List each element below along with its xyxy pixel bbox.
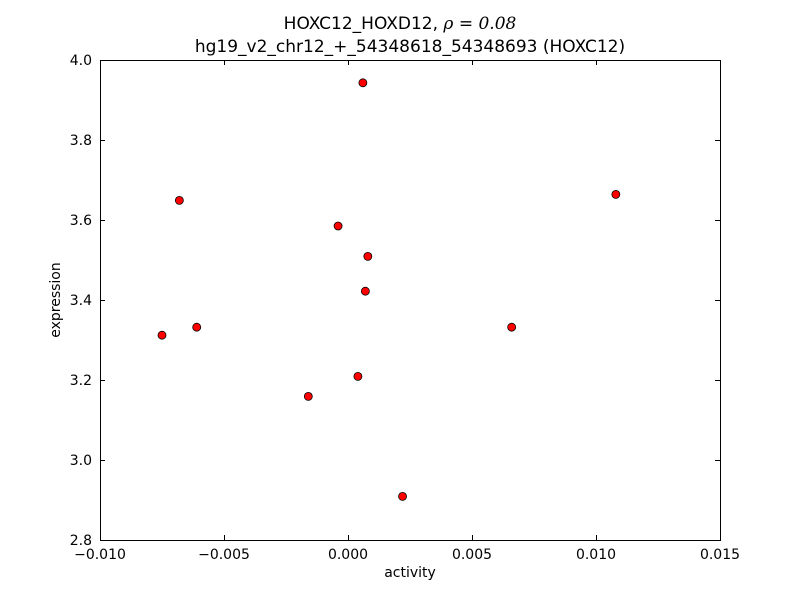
y-tick-label: 3.8	[70, 133, 92, 149]
y-tick-label: 3.2	[70, 373, 92, 389]
data-point	[398, 491, 407, 501]
x-tick-label: 0.005	[452, 547, 492, 563]
chart-title-line2: hg19_v2_chr12_+_54348618_54348693 (HOXC1…	[195, 37, 625, 57]
x-tick-label: −0.010	[74, 547, 126, 563]
data-point	[358, 78, 368, 88]
data-point	[157, 330, 167, 340]
data-point	[303, 391, 313, 401]
data-point	[611, 189, 621, 199]
chart-title-line1: HOXC12_HOXD12, ρ = 0.08	[284, 14, 517, 34]
data-point	[507, 322, 517, 332]
data-points	[157, 78, 621, 501]
data-point	[363, 251, 373, 261]
x-axis-label: activity	[384, 565, 436, 581]
data-point	[192, 322, 202, 332]
x-tick-label: −0.005	[198, 547, 250, 563]
y-tick-label: 2.8	[70, 533, 92, 549]
y-tick-label: 3.0	[70, 453, 92, 469]
data-point	[360, 286, 370, 296]
axis-ticks	[100, 60, 721, 541]
y-tick-label: 3.6	[70, 213, 92, 229]
data-point	[353, 371, 363, 381]
chart-title-rho: ρ = 0.08	[442, 14, 516, 34]
y-axis-label: expression	[48, 262, 64, 338]
y-tick-label: 4.0	[70, 53, 92, 69]
x-tick-label: 0.015	[700, 547, 740, 563]
chart-title-prefix: HOXC12_HOXD12,	[284, 14, 444, 34]
y-tick-label: 3.4	[70, 293, 92, 309]
data-point	[333, 221, 343, 231]
x-tick-label: 0.010	[576, 547, 616, 563]
x-tick-label: 0.000	[328, 547, 368, 563]
data-point	[174, 195, 184, 205]
axis-tick-labels: −0.010 −0.005 0.000 0.005 0.010 0.015 2.8 3.0 3.…	[70, 53, 740, 563]
